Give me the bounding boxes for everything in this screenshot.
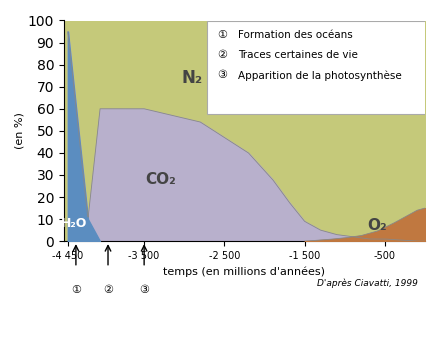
X-axis label: temps (en millions d'années): temps (en millions d'années): [163, 267, 326, 277]
FancyBboxPatch shape: [206, 21, 429, 114]
Text: H₂O: H₂O: [61, 217, 88, 230]
Text: ②: ②: [103, 285, 113, 295]
Text: ③: ③: [139, 285, 149, 295]
Text: ③: ③: [217, 70, 227, 80]
Text: O₂: O₂: [367, 218, 387, 233]
Text: ①: ①: [217, 30, 227, 40]
Text: Traces certaines de vie: Traces certaines de vie: [238, 50, 358, 60]
Text: Formation des océans: Formation des océans: [238, 30, 353, 40]
Text: ②: ②: [217, 50, 227, 60]
Text: D'après Ciavatti, 1999: D'après Ciavatti, 1999: [317, 279, 418, 288]
Text: ①: ①: [71, 285, 81, 295]
Y-axis label: (en %): (en %): [15, 112, 25, 149]
Text: N₂: N₂: [182, 69, 203, 87]
Text: Apparition de la photosynthèse: Apparition de la photosynthèse: [238, 70, 402, 81]
Text: CO₂: CO₂: [145, 172, 176, 187]
